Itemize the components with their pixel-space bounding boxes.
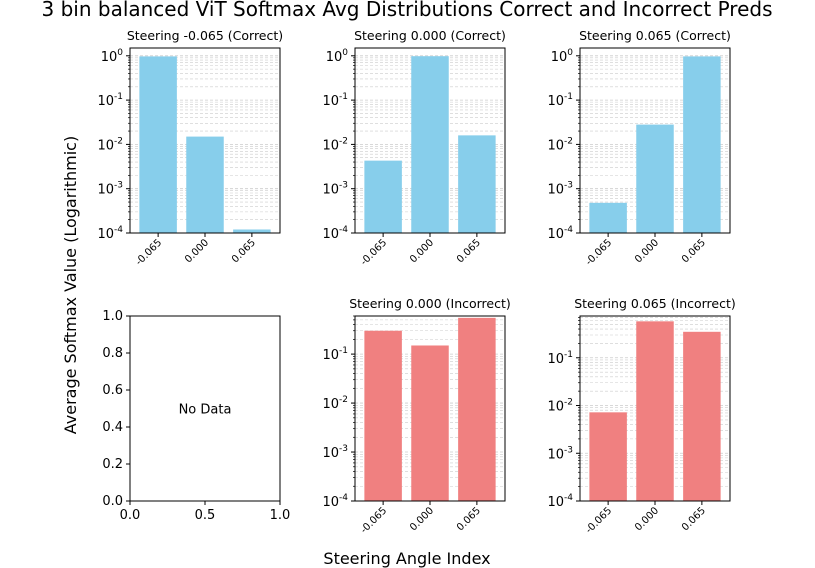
axes-frame <box>129 47 281 234</box>
y-tick-label: 10-4 <box>97 225 123 242</box>
subplot-title: Steering 0.065 (Incorrect) <box>574 296 736 311</box>
axes-frame <box>579 47 731 234</box>
subplot-title: Steering -0.065 (Correct) <box>127 28 283 43</box>
x-tick-label: -0.065 <box>134 237 165 268</box>
x-tick-label: 0.000 <box>408 237 436 265</box>
subplot-5: -0.065 0.000 0.065 10-4 10-3 10-2 10-1 Steering… <box>322 296 510 536</box>
y-tick-label: 10-2 <box>322 395 348 412</box>
subplot-2: -0.065 0.000 0.065 10-4 10-3 10-2 10-1 100 Steer… <box>322 28 505 268</box>
y-tick-label: 10-3 <box>322 444 348 461</box>
subplot-grid: -0.065 0.000 0.06510-410-310-210-1100Steer… <box>97 28 735 536</box>
y-tick-label: 10-2 <box>322 136 348 153</box>
x-tick-label: -0.065 <box>584 237 615 268</box>
subplot-title: Steering 0.065 (Correct) <box>579 28 731 43</box>
y-tick-label: 10-2 <box>547 136 573 153</box>
x-tick-label: 0.065 <box>680 505 708 533</box>
bar <box>683 331 721 501</box>
x-tick-label: -0.065 <box>584 505 615 536</box>
x-tick-label: 0.065 <box>455 505 483 533</box>
y-tick-label: 100 <box>551 48 574 65</box>
x-tick-label: 0.065 <box>230 237 258 265</box>
bar <box>364 330 402 501</box>
bar <box>636 321 674 501</box>
y-tick-label: 10-1 <box>322 346 348 363</box>
bar <box>186 136 224 233</box>
bar <box>589 412 627 501</box>
x-tick-label: 0.000 <box>633 237 661 265</box>
subplot-4: 0.0 0.2 0.4 0.6 0.8 1.0 0.0 0.5 1.0 No Data <box>102 309 290 523</box>
bar <box>411 56 449 234</box>
y-tick-label: 0.8 <box>102 346 123 361</box>
bar <box>683 56 721 234</box>
y-tick-label: 0.4 <box>102 420 123 435</box>
bar <box>458 135 496 233</box>
figure-y-label: Average Softmax Value (Logarithmic) <box>61 136 80 434</box>
axes-frame <box>354 47 506 234</box>
figure-x-label: Steering Angle Index <box>323 549 490 568</box>
subplot-3: -0.065 0.000 0.065 10-4 10-3 10-2 10-1 100 Steer… <box>547 28 730 268</box>
y-tick-label: 10-1 <box>547 92 573 109</box>
bar <box>139 56 177 234</box>
y-tick-label: 10-4 <box>322 493 348 510</box>
y-tick-label: 0.2 <box>102 457 123 472</box>
y-tick-label: 10-1 <box>547 350 573 367</box>
y-tick-label: 10-2 <box>547 398 573 415</box>
bar <box>589 202 627 233</box>
no-data-text: No Data <box>179 403 232 418</box>
y-tick-label: 10-4 <box>322 225 348 242</box>
subplot-1: -0.065 0.000 0.065 10-4 10-3 10-2 10-1 100Steer… <box>97 28 283 268</box>
y-tick-label: 10-4 <box>547 225 573 242</box>
y-tick-label: 10-1 <box>322 92 348 109</box>
x-tick-label: 0.065 <box>680 237 708 265</box>
x-tick-label: 0.0 <box>120 508 141 523</box>
x-tick-label: 1.0 <box>270 508 291 523</box>
y-tick-label: 100 <box>101 48 124 65</box>
x-tick-label: 0.065 <box>455 237 483 265</box>
y-tick-label: 10-3 <box>547 181 573 198</box>
subplot-6: -0.065 0.000 0.065 10-4 10-3 10-2 10-1 Steering… <box>547 296 735 536</box>
y-tick-label: 100 <box>326 48 349 65</box>
x-tick-label: 0.000 <box>183 237 211 265</box>
y-tick-label: 10-3 <box>97 181 123 198</box>
bar <box>411 345 449 501</box>
subplot-title: Steering 0.000 (Correct) <box>354 28 506 43</box>
y-tick-label: 0.0 <box>102 494 123 509</box>
y-tick-label: 10-3 <box>322 181 348 198</box>
y-tick-label: 10-4 <box>547 493 573 510</box>
x-tick-label: 0.5 <box>195 508 216 523</box>
bar <box>458 317 496 501</box>
y-tick-label: 10-1 <box>97 92 123 109</box>
x-tick-label: -0.065 <box>359 505 390 536</box>
x-tick-label: -0.065 <box>359 237 390 268</box>
axes-frame <box>579 315 731 502</box>
bar <box>636 124 674 233</box>
axes-frame <box>354 315 506 502</box>
y-tick-label: 1.0 <box>102 309 123 324</box>
bar <box>364 160 402 233</box>
y-tick-label: 0.6 <box>102 383 123 398</box>
figure-title: 3 bin balanced ViT Softmax Avg Distribut… <box>42 0 773 21</box>
y-tick-label: 10-3 <box>547 445 573 462</box>
x-tick-label: 0.000 <box>633 505 661 533</box>
x-tick-label: 0.000 <box>408 505 436 533</box>
subplot-title: Steering 0.000 (Incorrect) <box>349 296 511 311</box>
y-tick-label: 10-2 <box>97 136 123 153</box>
bar <box>233 229 271 233</box>
